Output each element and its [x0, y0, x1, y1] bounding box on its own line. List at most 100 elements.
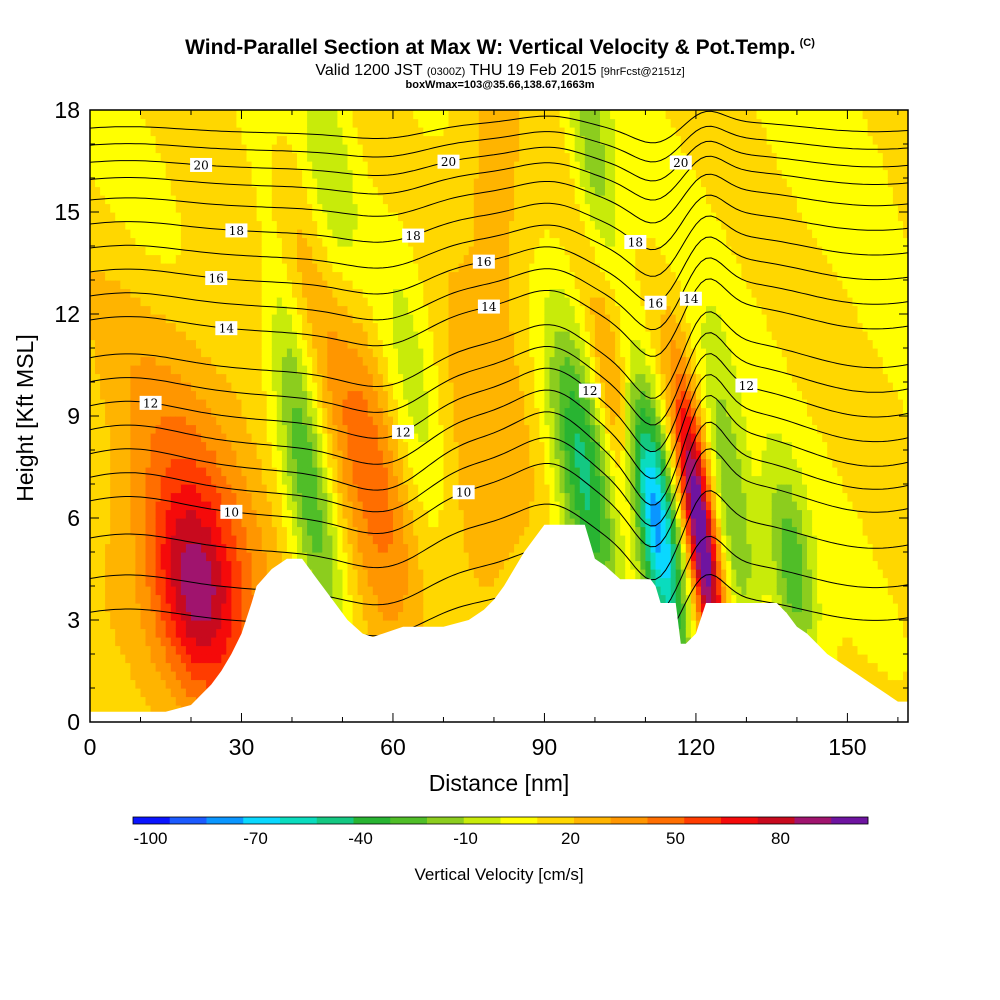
- w-cell: [191, 594, 197, 604]
- w-cell: [413, 526, 419, 536]
- w-cell: [322, 152, 328, 162]
- w-cell: [327, 543, 333, 553]
- w-cell: [387, 186, 394, 196]
- w-cell: [175, 314, 182, 324]
- w-cell: [357, 535, 364, 545]
- w-cell: [433, 620, 439, 630]
- w-cell: [317, 382, 323, 392]
- w-cell: [307, 390, 313, 400]
- w-cell: [428, 229, 434, 239]
- w-cell: [125, 620, 131, 630]
- w-cell: [206, 195, 212, 205]
- w-cell: [140, 407, 147, 417]
- w-cell: [342, 535, 349, 545]
- w-cell: [130, 305, 136, 315]
- w-cell: [286, 263, 293, 273]
- w-cell: [145, 195, 152, 205]
- w-cell: [286, 144, 293, 154]
- w-cell: [362, 305, 369, 315]
- w-cell: [236, 339, 242, 349]
- w-cell: [357, 552, 364, 562]
- w-cell: [180, 288, 187, 298]
- w-cell: [231, 212, 237, 222]
- w-cell: [246, 178, 253, 188]
- w-cell: [418, 356, 424, 366]
- w-cell: [241, 161, 248, 171]
- w-cell: [241, 271, 248, 281]
- w-cell: [393, 322, 399, 332]
- w-cell: [423, 356, 429, 366]
- w-cell: [352, 535, 359, 545]
- w-cell: [175, 195, 182, 205]
- w-cell: [393, 484, 399, 494]
- w-cell: [428, 356, 434, 366]
- w-cell: [413, 577, 419, 587]
- w-cell: [357, 441, 364, 451]
- w-cell: [382, 356, 389, 366]
- w-cell: [145, 535, 152, 545]
- w-cell: [317, 271, 323, 281]
- w-cell: [393, 212, 399, 222]
- w-cell: [286, 161, 293, 171]
- w-cell: [256, 203, 263, 213]
- w-cell: [226, 416, 232, 426]
- w-cell: [211, 186, 217, 196]
- w-cell: [135, 645, 141, 655]
- w-cell: [115, 322, 121, 332]
- w-cell: [286, 271, 293, 281]
- w-cell: [130, 518, 136, 528]
- w-cell: [90, 297, 96, 307]
- w-cell: [312, 220, 318, 230]
- w-cell: [191, 492, 197, 502]
- w-cell: [165, 475, 172, 485]
- w-cell: [377, 492, 384, 502]
- w-cell: [120, 637, 126, 647]
- w-cell: [362, 339, 369, 349]
- w-cell: [286, 365, 293, 375]
- w-cell: [327, 195, 333, 205]
- w-cell: [271, 535, 278, 545]
- w-cell: [382, 161, 389, 171]
- w-cell: [206, 424, 212, 434]
- w-cell: [110, 178, 116, 188]
- w-cell: [130, 611, 136, 621]
- w-cell: [221, 560, 227, 570]
- w-cell: [216, 475, 222, 485]
- w-cell: [115, 118, 121, 128]
- w-cell: [398, 254, 404, 264]
- w-cell: [367, 535, 374, 545]
- w-cell: [332, 348, 338, 358]
- w-cell: [130, 118, 136, 128]
- w-cell: [95, 237, 101, 247]
- w-cell: [413, 552, 419, 562]
- w-cell: [241, 110, 248, 120]
- w-cell: [256, 552, 263, 562]
- w-cell: [150, 407, 157, 417]
- w-cell: [327, 331, 333, 341]
- w-cell: [145, 645, 152, 655]
- w-cell: [95, 679, 101, 689]
- w-cell: [266, 288, 273, 298]
- w-cell: [120, 229, 126, 239]
- w-cell: [286, 501, 293, 511]
- w-cell: [175, 144, 182, 154]
- w-cell: [408, 509, 414, 519]
- w-cell: [256, 118, 263, 128]
- w-cell: [408, 501, 414, 511]
- w-cell: [317, 127, 323, 137]
- w-cell: [281, 552, 288, 562]
- w-cell: [201, 501, 207, 511]
- w-cell: [95, 118, 101, 128]
- w-cell: [286, 382, 293, 392]
- w-cell: [251, 195, 258, 205]
- w-cell: [423, 178, 429, 188]
- w-cell: [155, 467, 162, 477]
- w-cell: [236, 382, 242, 392]
- w-cell: [352, 450, 359, 460]
- w-cell: [357, 127, 364, 137]
- w-cell: [271, 373, 278, 383]
- w-cell: [398, 475, 404, 485]
- w-cell: [322, 399, 328, 409]
- w-cell: [292, 399, 298, 409]
- w-cell: [352, 280, 359, 290]
